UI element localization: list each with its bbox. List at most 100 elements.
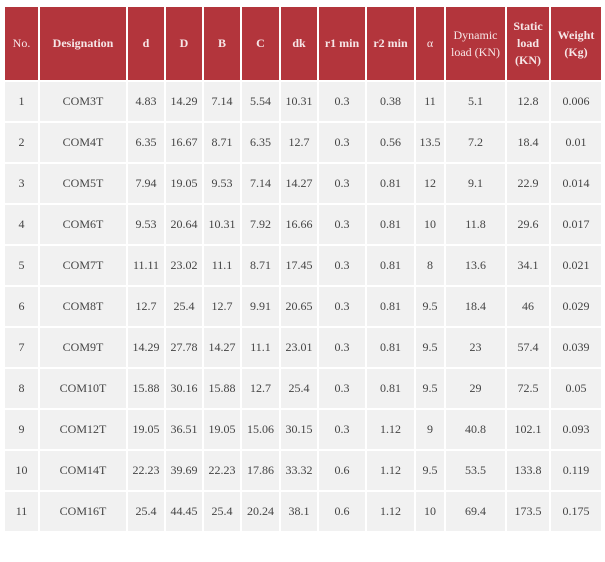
table-cell: 69.4 [444,490,507,533]
header-cell: Dynamic load (KN) [444,5,507,82]
table-cell: 1 [3,80,40,123]
table-cell: COM6T [38,203,128,246]
table-row: 4 COM6T 9.53 20.64 10.31 7.92 16.66 0.3 0.81 10 11… [3,203,603,246]
table-cell: 0.093 [549,408,603,451]
table-cell: 0.81 [365,285,416,328]
table-cell: 14.29 [126,326,166,369]
table-cell: 173.5 [505,490,551,533]
table-cell: 53.5 [444,449,507,492]
header-cell: No. [3,5,40,82]
table-cell: 36.51 [164,408,204,451]
table-cell: COM16T [38,490,128,533]
table-cell: 1.12 [365,490,416,533]
table-cell: 0.3 [317,244,367,287]
table-cell: 4.83 [126,80,166,123]
table-cell: 40.8 [444,408,507,451]
table-cell: 30.15 [279,408,319,451]
table-cell: 72.5 [505,367,551,410]
table-cell: 9.53 [126,203,166,246]
header-cell: C [240,5,281,82]
table-cell: 7.2 [444,121,507,164]
table-cell: 9.91 [240,285,281,328]
table-cell: 5 [3,244,40,287]
table-cell: 7.94 [126,162,166,205]
table-cell: 6 [3,285,40,328]
table-cell: 3 [3,162,40,205]
table-cell: COM14T [38,449,128,492]
table-cell: 9.1 [444,162,507,205]
table-cell: 38.1 [279,490,319,533]
table-cell: 22.23 [126,449,166,492]
table-cell: 10.31 [279,80,319,123]
table-cell: 25.4 [202,490,242,533]
table-cell: 0.3 [317,162,367,205]
table-cell: 133.8 [505,449,551,492]
table-cell: 0.021 [549,244,603,287]
table-cell: 18.4 [505,121,551,164]
table-cell: 9 [414,408,446,451]
table-cell: 0.81 [365,326,416,369]
table-cell: 22.9 [505,162,551,205]
table-row: 5 COM7T 11.11 23.02 11.1 8.71 17.45 0.3 0.81 8 13.… [3,244,603,287]
table-cell: 0.3 [317,408,367,451]
table-row: 1 COM3T 4.83 14.29 7.14 5.54 10.31 0.3 0.38 11 5.1… [3,80,603,123]
table-cell: COM10T [38,367,128,410]
table-cell: 9.5 [414,449,446,492]
table-cell: 11.11 [126,244,166,287]
table-cell: COM4T [38,121,128,164]
table-cell: 7.14 [202,80,242,123]
table-cell: 0.81 [365,162,416,205]
table-cell: 19.05 [164,162,204,205]
table-cell: 17.45 [279,244,319,287]
table-cell: 20.65 [279,285,319,328]
table-cell: 23 [444,326,507,369]
table-cell: 10 [3,449,40,492]
table-cell: 102.1 [505,408,551,451]
table-cell: 33.32 [279,449,319,492]
table-cell: 12.7 [279,121,319,164]
table-cell: 16.67 [164,121,204,164]
table-cell: 12.7 [202,285,242,328]
table-cell: 13.5 [414,121,446,164]
header-cell: d [126,5,166,82]
table-cell: 14.27 [279,162,319,205]
table-cell: COM5T [38,162,128,205]
table-cell: 17.86 [240,449,281,492]
table-cell: 44.45 [164,490,204,533]
table-cell: 9 [3,408,40,451]
table-row: 11 COM16T 25.4 44.45 25.4 20.24 38.1 0.6 1.12 10 6… [3,490,603,533]
table-row: 2 COM4T 6.35 16.67 8.71 6.35 12.7 0.3 0.56 13.5 7.… [3,121,603,164]
header-cell: α [414,5,446,82]
table-cell: 0.6 [317,490,367,533]
table-cell: 25.4 [126,490,166,533]
table-cell: 7 [3,326,40,369]
table-cell: 5.1 [444,80,507,123]
table-cell: 4 [3,203,40,246]
table-cell: 15.88 [126,367,166,410]
table-cell: 29.6 [505,203,551,246]
table-row: 10 COM14T 22.23 39.69 22.23 17.86 33.32 0.6 1.12… [3,449,603,492]
table-cell: 0.6 [317,449,367,492]
table-cell: 11 [3,490,40,533]
table-cell: 0.017 [549,203,603,246]
table-cell: 57.4 [505,326,551,369]
table-cell: 0.81 [365,367,416,410]
table-cell: 7.14 [240,162,281,205]
table-cell: COM12T [38,408,128,451]
table-cell: 0.81 [365,203,416,246]
table-cell: 12.8 [505,80,551,123]
table-cell: 10.31 [202,203,242,246]
table-cell: 46 [505,285,551,328]
table-cell: 16.66 [279,203,319,246]
header-cell: dk [279,5,319,82]
table-cell: 22.23 [202,449,242,492]
table-cell: 27.78 [164,326,204,369]
table-cell: 8.71 [240,244,281,287]
table-cell: 0.029 [549,285,603,328]
table-cell: 1.12 [365,408,416,451]
table-cell: 8 [414,244,446,287]
table-cell: 18.4 [444,285,507,328]
